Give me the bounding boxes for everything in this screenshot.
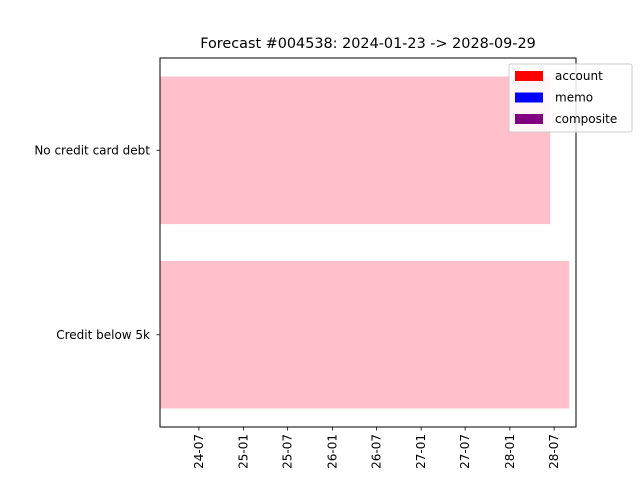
- legend-swatch: [515, 114, 543, 124]
- bars-layer: [160, 76, 570, 409]
- x-tick-label: 28-07: [547, 434, 561, 469]
- y-tick-label: No credit card debt: [34, 143, 150, 157]
- x-tick-label: 27-07: [458, 434, 472, 469]
- legend: account memo composite: [508, 63, 633, 133]
- bar: [160, 76, 551, 225]
- x-tick-label: 27-01: [414, 434, 428, 469]
- bar: [160, 260, 570, 409]
- y-tick-label: Credit below 5k: [56, 328, 150, 342]
- legend-swatch: [515, 71, 543, 81]
- y-axis: No credit card debt Credit below 5k: [34, 143, 160, 342]
- x-tick-label: 25-07: [281, 434, 295, 469]
- legend-label: account: [555, 69, 603, 83]
- x-tick-label: 25-01: [237, 434, 251, 469]
- x-axis: 24-07 25-01 25-07 26-01 26-07 27-01 27-07 28-01…: [192, 427, 561, 469]
- legend-label: composite: [555, 112, 617, 126]
- legend-swatch: [515, 92, 543, 103]
- chart-title: Forecast #004538: 2024-01-23 -> 2028-09-…: [200, 36, 536, 52]
- x-tick-label: 28-01: [503, 434, 517, 469]
- plot-frame: [159, 57, 577, 428]
- x-tick-label: 26-07: [369, 434, 383, 469]
- legend-label: memo: [555, 91, 593, 105]
- x-tick-label: 24-07: [192, 434, 206, 469]
- x-tick-label: 26-01: [325, 434, 339, 469]
